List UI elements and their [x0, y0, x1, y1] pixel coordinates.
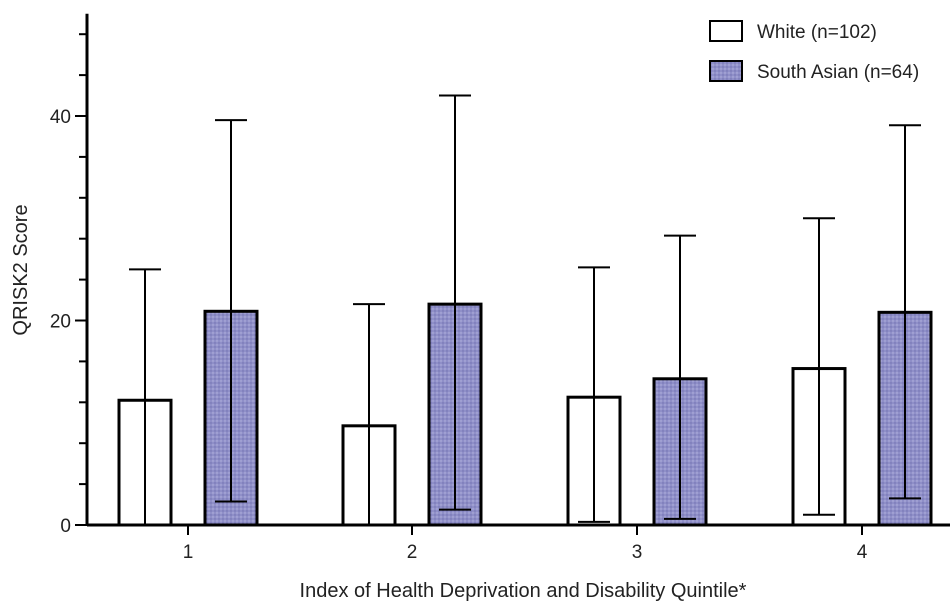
error-bars — [129, 94, 921, 526]
legend: White (n=102) South Asian (n=64) — [709, 20, 919, 83]
legend-swatch-south-asian — [709, 60, 743, 82]
x-tick-label: 2 — [407, 542, 418, 563]
x-axis: 1 2 3 4 — [87, 523, 950, 563]
y-axis: 0 20 40 — [50, 13, 89, 537]
y-axis-title: QRISK2 Score — [10, 204, 32, 335]
legend-swatch-white — [709, 20, 743, 42]
legend-label: White (n=102) — [757, 22, 877, 43]
legend-label: South Asian (n=64) — [757, 62, 919, 83]
x-tick-label: 1 — [183, 542, 194, 563]
x-tick-label: 4 — [857, 542, 868, 563]
x-axis-title: Index of Health Deprivation and Disabili… — [300, 580, 747, 602]
y-tick-label: 20 — [50, 312, 71, 333]
bars — [117, 302, 933, 527]
y-tick-label: 40 — [50, 107, 71, 128]
y-tick-label: 0 — [60, 516, 71, 537]
x-tick-label: 3 — [632, 542, 643, 563]
